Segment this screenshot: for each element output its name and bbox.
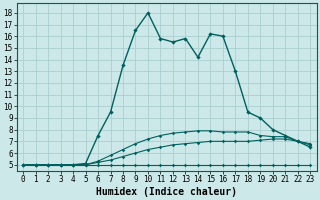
X-axis label: Humidex (Indice chaleur): Humidex (Indice chaleur) <box>96 186 237 197</box>
